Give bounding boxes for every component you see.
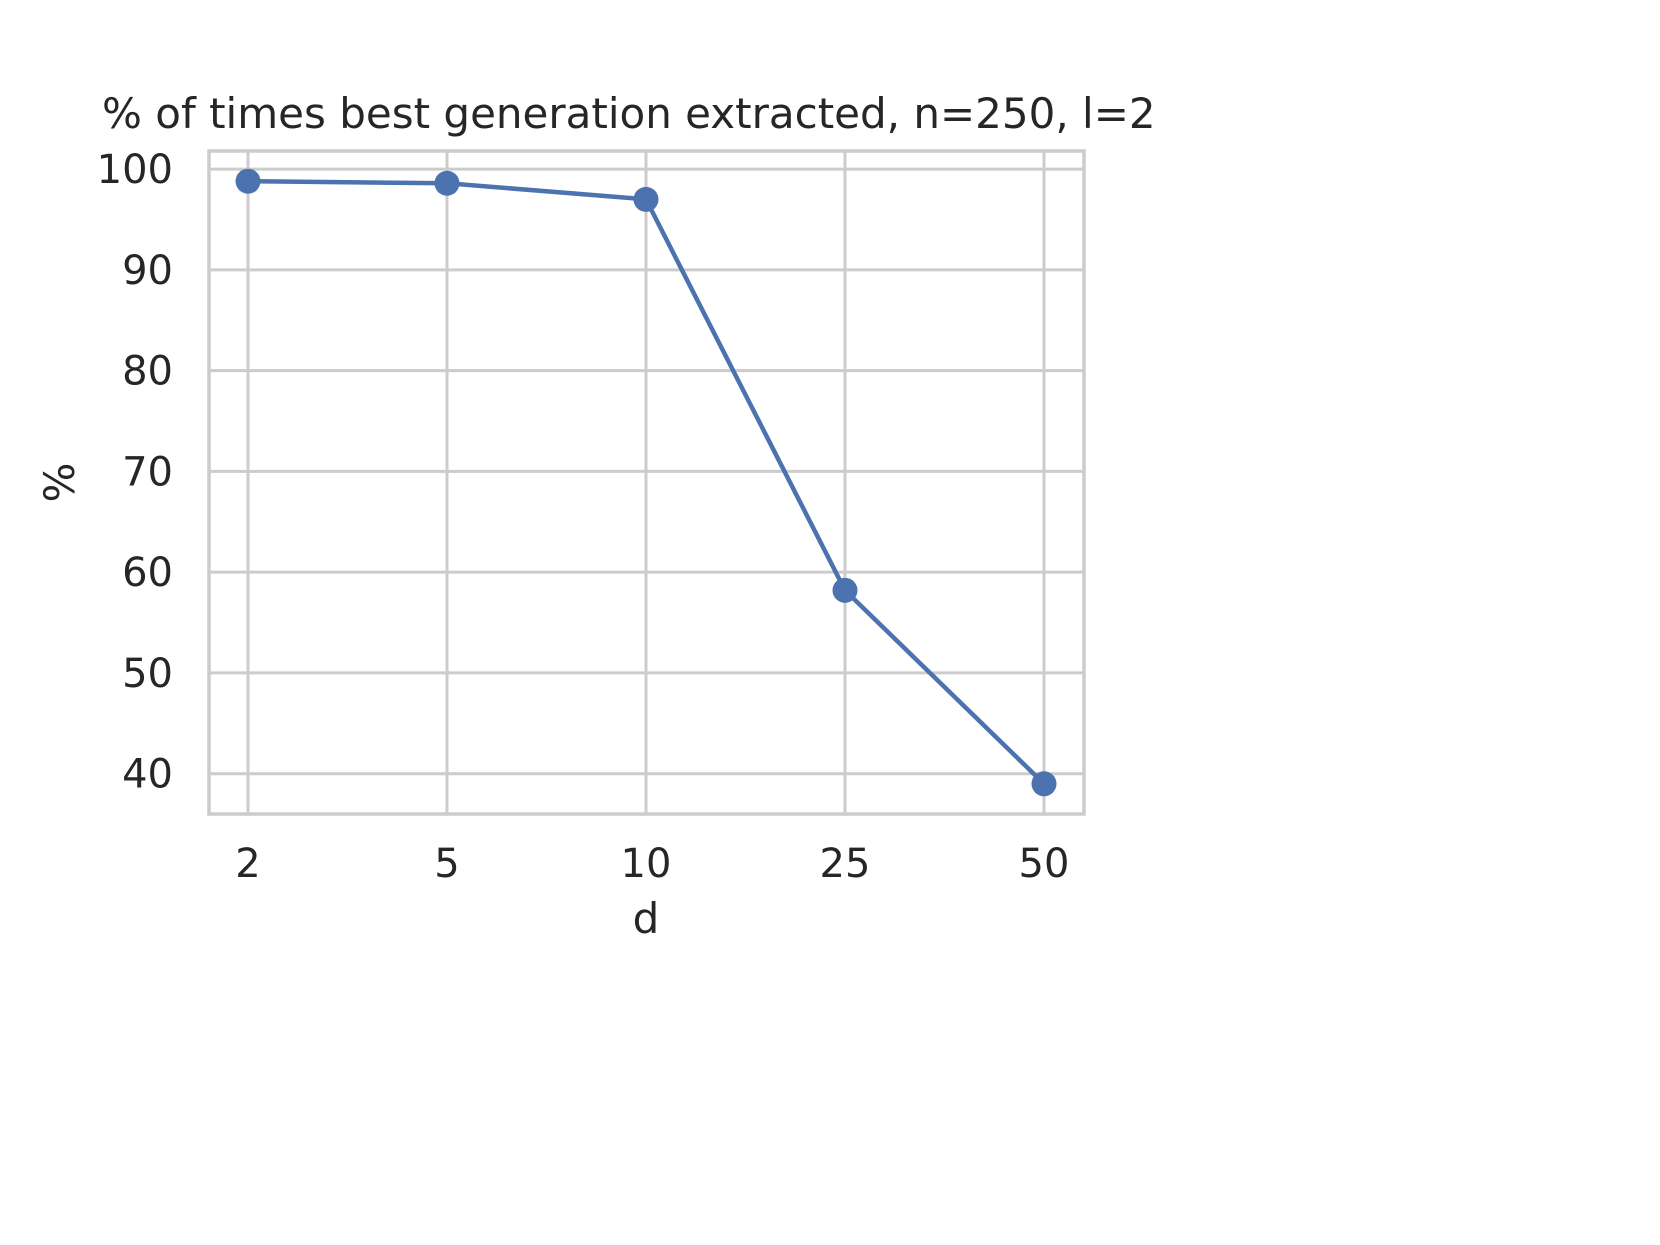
x-tick-label: 50 xyxy=(1019,841,1070,887)
y-tick-label: 100 xyxy=(97,147,173,193)
plot-frame xyxy=(207,149,1086,816)
y-tick-label: 90 xyxy=(122,248,173,294)
x-tick-label: 5 xyxy=(434,841,459,887)
data-point xyxy=(235,168,261,194)
x-tick-label: 10 xyxy=(621,841,672,887)
y-tick-label: 40 xyxy=(122,752,173,798)
series-layer xyxy=(235,168,1057,797)
x-tick-label: 2 xyxy=(235,841,260,887)
y-axis-label: % xyxy=(35,463,84,503)
y-tick-label: 60 xyxy=(122,550,173,596)
chart-title: % of times best generation extracted, n=… xyxy=(102,89,1156,138)
x-axis-label: d xyxy=(633,894,660,943)
y-tick-label: 50 xyxy=(122,651,173,697)
y-tick-labels: 40 50 60 70 80 90 100 xyxy=(97,147,173,798)
data-point xyxy=(1031,771,1057,797)
x-tick-labels: 2 5 10 25 50 xyxy=(235,841,1069,887)
x-tick-label: 25 xyxy=(820,841,871,887)
data-point xyxy=(434,170,460,196)
y-tick-label: 80 xyxy=(122,349,173,395)
grid xyxy=(209,151,1084,814)
data-point xyxy=(832,577,858,603)
data-point xyxy=(633,186,659,212)
y-tick-label: 70 xyxy=(122,449,173,495)
